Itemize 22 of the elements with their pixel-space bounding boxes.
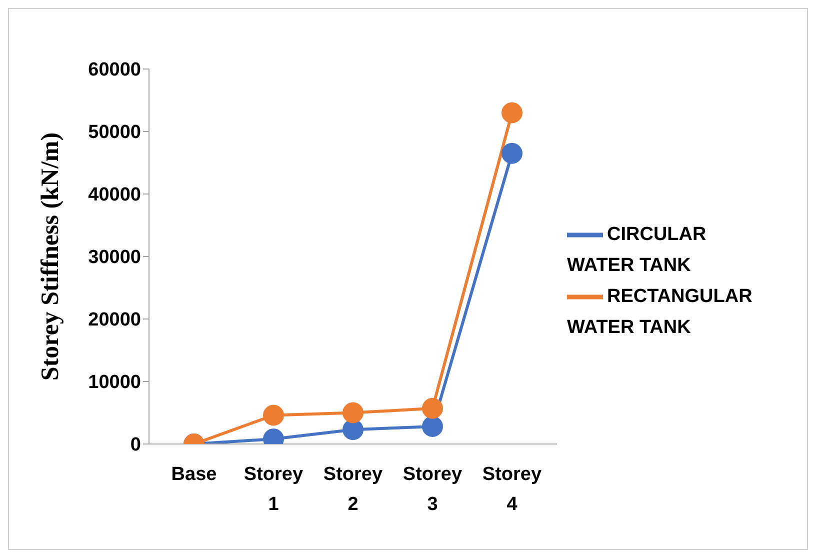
y-tick-label: 0	[130, 434, 141, 456]
y-axis-title: Storey Stiffness (kN/m)	[36, 132, 64, 381]
x-tick-label: Storey 3	[402, 464, 462, 515]
point	[342, 402, 364, 424]
y-tick-label: 60000	[88, 60, 141, 81]
point	[422, 416, 443, 437]
x-tick-label: Storey 1	[244, 464, 304, 515]
y-tick-label: 40000	[88, 184, 141, 206]
x-tick-label: Storey 2	[323, 464, 383, 515]
y-tick-label: 50000	[88, 122, 141, 144]
point	[502, 102, 522, 124]
legend-label: RECTANGULAR WATER TANK	[567, 286, 752, 338]
point	[342, 419, 364, 440]
legend-label: CIRCULAR WATER TANK	[567, 224, 706, 276]
x-tick-label: Base	[171, 464, 217, 485]
y-tick-label: 20000	[88, 310, 141, 331]
y-tick-label: 30000	[88, 247, 141, 268]
x-tick-label: Storey 4	[482, 464, 542, 515]
point	[502, 142, 522, 164]
point	[422, 398, 443, 419]
y-tick-label: 10000	[88, 372, 141, 394]
point	[263, 404, 284, 426]
